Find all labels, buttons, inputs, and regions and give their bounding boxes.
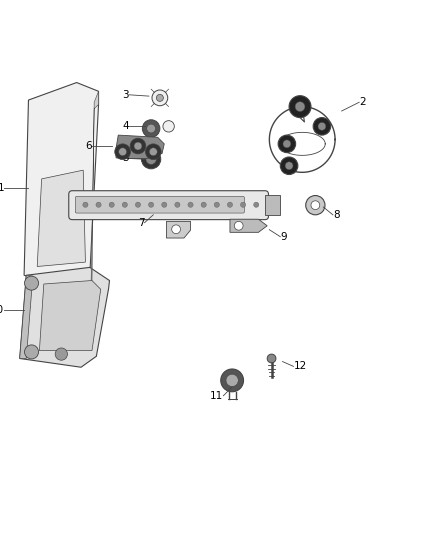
Text: 10: 10	[0, 305, 4, 316]
Text: 1: 1	[0, 183, 4, 192]
Circle shape	[201, 202, 206, 207]
Circle shape	[285, 162, 293, 169]
Circle shape	[25, 345, 39, 359]
Text: 11: 11	[210, 391, 223, 401]
Circle shape	[267, 354, 276, 363]
Polygon shape	[265, 195, 280, 215]
Circle shape	[83, 202, 88, 207]
Text: 7: 7	[138, 217, 145, 228]
Text: 9: 9	[280, 232, 287, 242]
Circle shape	[188, 202, 193, 207]
Circle shape	[152, 90, 168, 106]
Circle shape	[162, 202, 167, 207]
Circle shape	[318, 123, 326, 130]
Circle shape	[55, 348, 67, 360]
Circle shape	[227, 202, 233, 207]
Circle shape	[135, 202, 141, 207]
Text: 2: 2	[359, 97, 366, 107]
Polygon shape	[39, 280, 101, 351]
Circle shape	[163, 120, 174, 132]
Circle shape	[254, 202, 259, 207]
Circle shape	[134, 142, 142, 150]
Polygon shape	[24, 83, 99, 293]
Circle shape	[313, 118, 331, 135]
Circle shape	[148, 202, 154, 207]
Circle shape	[214, 202, 219, 207]
Circle shape	[221, 369, 244, 392]
Circle shape	[283, 140, 291, 148]
Circle shape	[96, 202, 101, 207]
Circle shape	[149, 148, 157, 156]
FancyBboxPatch shape	[75, 197, 244, 213]
Text: 4: 4	[123, 122, 129, 131]
Circle shape	[119, 148, 127, 156]
Circle shape	[280, 157, 298, 174]
Polygon shape	[91, 91, 99, 282]
Circle shape	[226, 374, 238, 386]
Text: 3: 3	[123, 90, 129, 100]
Circle shape	[234, 221, 243, 230]
Circle shape	[289, 96, 311, 118]
Circle shape	[147, 124, 155, 133]
Circle shape	[295, 102, 305, 111]
Polygon shape	[20, 268, 110, 367]
Polygon shape	[116, 135, 164, 159]
Polygon shape	[230, 219, 267, 232]
Circle shape	[142, 120, 160, 138]
Text: 8: 8	[333, 210, 339, 220]
Text: 5: 5	[123, 153, 129, 163]
Circle shape	[146, 154, 156, 165]
Circle shape	[175, 202, 180, 207]
Circle shape	[240, 202, 246, 207]
Circle shape	[115, 144, 131, 159]
Text: 12: 12	[293, 361, 307, 372]
Polygon shape	[166, 221, 191, 238]
Circle shape	[122, 202, 127, 207]
Circle shape	[145, 144, 161, 159]
Circle shape	[156, 94, 163, 101]
Circle shape	[130, 138, 146, 154]
FancyBboxPatch shape	[69, 191, 268, 220]
Circle shape	[311, 201, 320, 209]
Circle shape	[109, 202, 114, 207]
Polygon shape	[37, 170, 85, 266]
Text: 6: 6	[85, 141, 92, 151]
Circle shape	[25, 276, 39, 290]
Circle shape	[278, 135, 296, 152]
Circle shape	[172, 225, 180, 233]
Circle shape	[141, 150, 161, 169]
Circle shape	[306, 196, 325, 215]
Polygon shape	[20, 275, 33, 359]
